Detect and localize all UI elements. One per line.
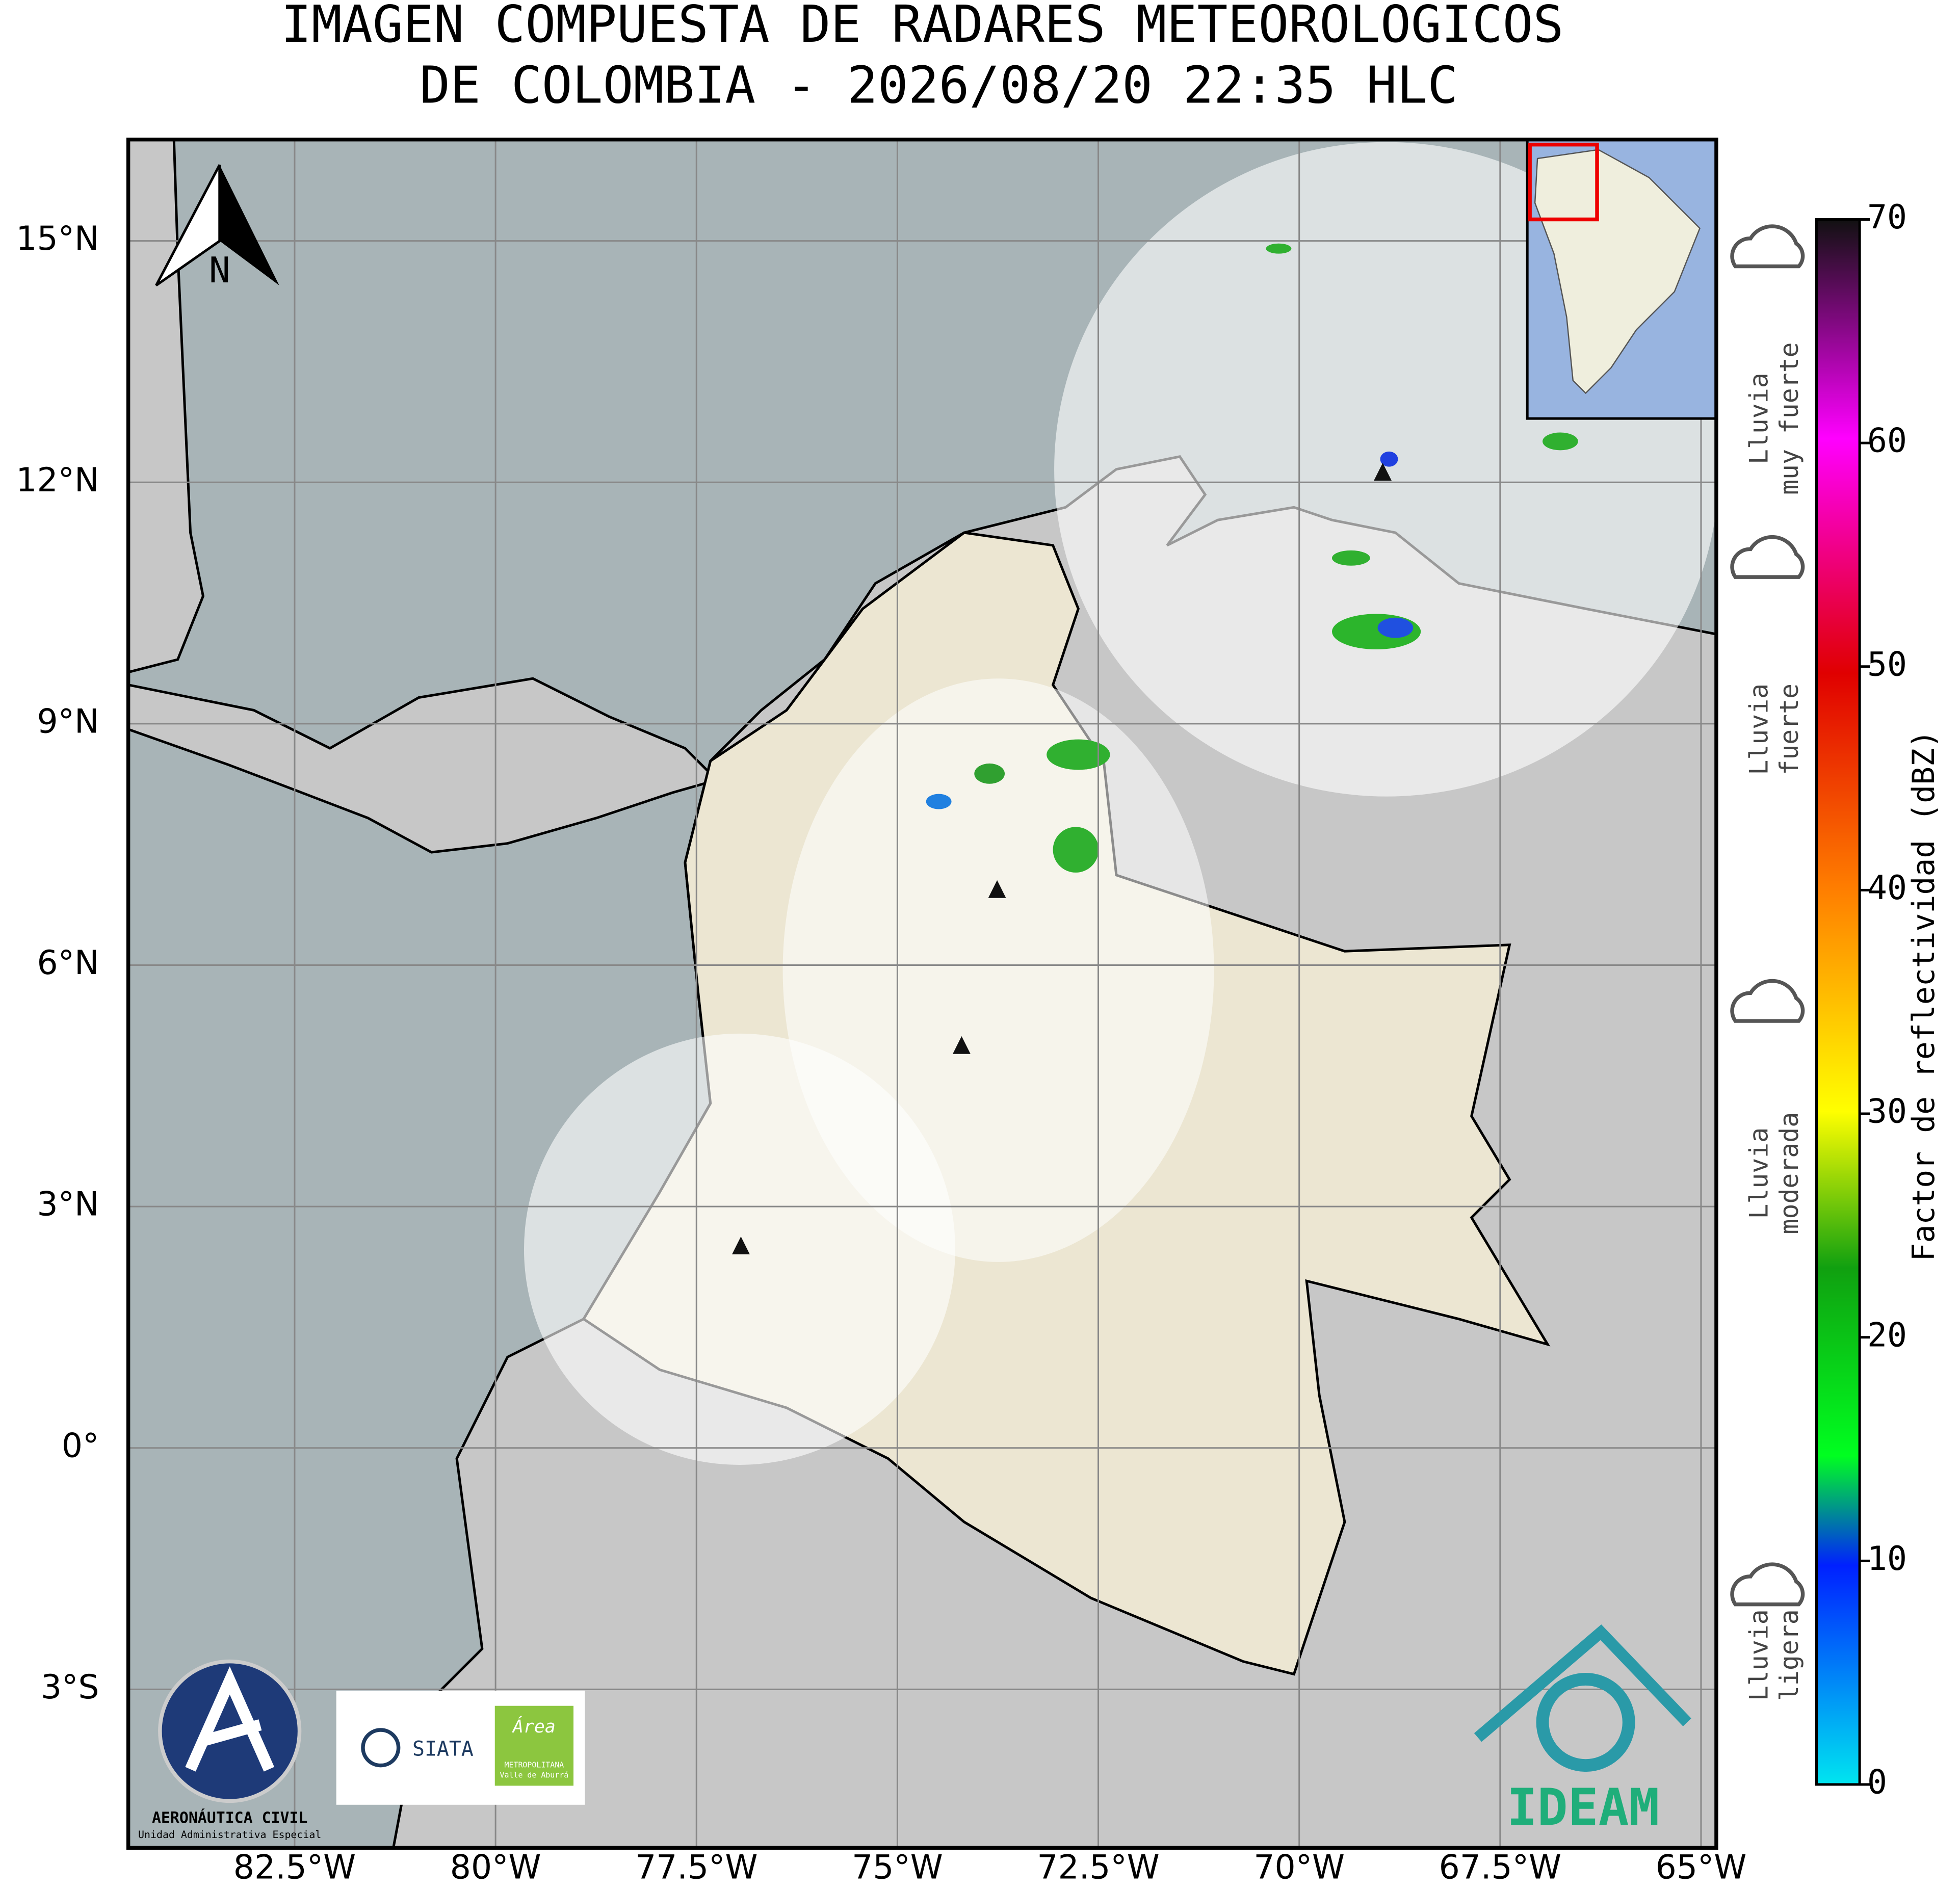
logo-text: Unidad Administrativa Especial — [138, 1829, 321, 1841]
logo-text: Área — [512, 1716, 556, 1737]
y-tick-label: 0° — [62, 1427, 99, 1465]
title-line: IMAGEN COMPUESTA DE RADARES METEOROLOGIC… — [281, 0, 1563, 54]
rain-legend-label: fuerte — [1774, 684, 1804, 775]
radar-sites — [732, 463, 1392, 1254]
rain-legend-label: moderada — [1774, 1112, 1804, 1235]
compass-label: N — [209, 250, 230, 291]
colorbar-tick-label: 0 — [1867, 1764, 1887, 1802]
y-tick-label: 6°N — [37, 944, 99, 982]
inset-extent — [1528, 142, 1599, 222]
map-frame — [126, 137, 1718, 1850]
y-tick-label: 15°N — [16, 220, 99, 258]
colorbar-tick-label: 20 — [1867, 1316, 1907, 1354]
rain-icon — [1730, 535, 1805, 579]
x-tick-label: 75°W — [852, 1848, 943, 1886]
map-area — [128, 139, 1716, 1848]
logo-text: METROPOLITANA — [505, 1761, 564, 1770]
colorbar-tick-label: 10 — [1867, 1540, 1907, 1578]
y-tick-label: 9°N — [37, 702, 99, 741]
rain-legend-label: Lluvia — [1744, 373, 1774, 464]
colorbar-tick-label: 60 — [1867, 422, 1907, 460]
title-line: DE COLOMBIA - 2026/08/20 22:35 HLC — [420, 57, 1458, 115]
land — [128, 139, 205, 674]
area-logo — [494, 1705, 574, 1786]
y-tick-label: 3°S — [41, 1668, 99, 1706]
graticule — [128, 139, 1716, 1848]
x-tick-label: 80°W — [450, 1848, 541, 1886]
y-tick-label: 12°N — [16, 461, 99, 500]
rain-icon — [1730, 224, 1805, 269]
x-tick-label: 67.5°W — [1439, 1848, 1561, 1886]
logo-text: AERONÁUTICA CIVIL — [152, 1809, 307, 1827]
rain-icon — [1730, 1562, 1805, 1607]
x-tick-label: 77.5°W — [635, 1848, 757, 1886]
rain-legend-label: Lluvia — [1744, 1609, 1774, 1701]
ideam-logo: IDEAM — [1474, 1624, 1691, 1837]
logo-text: IDEAM — [1507, 1779, 1660, 1837]
x-tick-label: 70°W — [1253, 1848, 1345, 1886]
y-tick-label: 3°N — [37, 1186, 99, 1224]
colorbar-tick-label: 30 — [1867, 1093, 1907, 1131]
x-tick-label: 82.5°W — [233, 1848, 356, 1886]
rain-legend-label: muy fuerte — [1774, 342, 1804, 495]
x-tick-label: 72.5°W — [1037, 1848, 1159, 1886]
logo-text: Valle de Aburrá — [500, 1771, 569, 1780]
colorbar-tick-label: 50 — [1867, 645, 1907, 684]
logo-text: SIATA — [412, 1737, 474, 1761]
colorbar — [1815, 218, 1861, 1786]
aerocivil-logo: AERONÁUTICA CIVIL Unidad Administrativa … — [138, 1659, 321, 1841]
siata-icon — [361, 1728, 401, 1768]
rain-legend-label: Lluvia — [1744, 1127, 1774, 1219]
inset-continent — [1534, 149, 1701, 395]
colorbar-label: Factor de reflectividad (dBZ) — [1906, 730, 1942, 1261]
rain-icon — [1730, 979, 1805, 1023]
rain-legend-label: ligera — [1774, 1609, 1804, 1701]
rain-legend-label: Lluvia — [1744, 684, 1774, 775]
x-tick-label: 65°W — [1656, 1848, 1747, 1886]
radar-echoes — [926, 243, 1578, 873]
land — [128, 677, 719, 854]
colorbar-tick-label: 70 — [1867, 198, 1907, 237]
colorbar-tick-label: 40 — [1867, 869, 1907, 907]
